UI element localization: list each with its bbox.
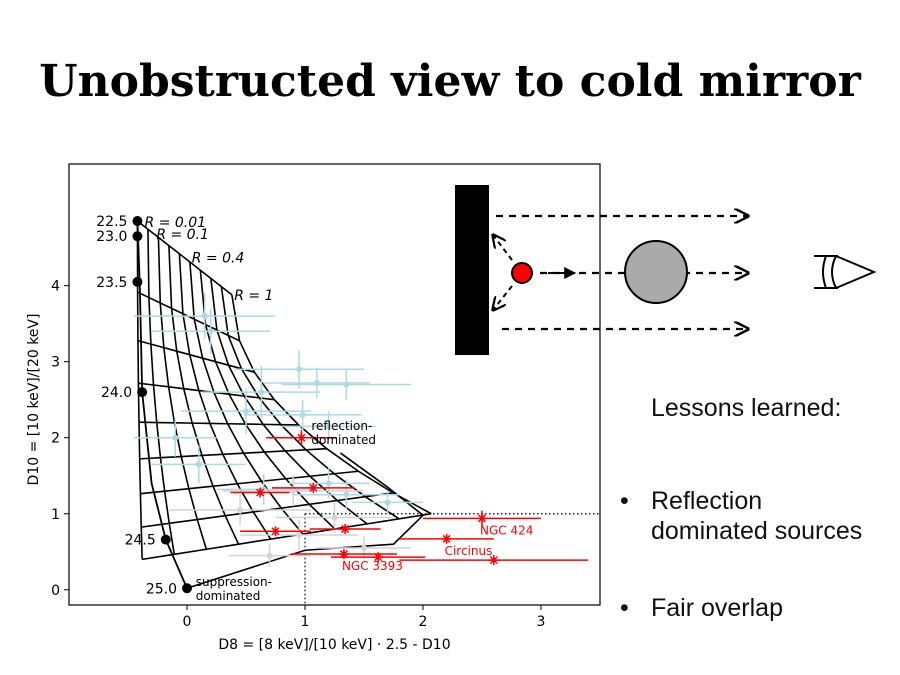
bullet-marker: • (620, 594, 629, 622)
nh-label: 25.0 (146, 581, 177, 597)
slide-title: Unobstructed view to cold mirror (39, 56, 861, 107)
data-point (488, 555, 499, 566)
data-point (290, 487, 297, 494)
data-point (308, 482, 319, 493)
data-point (296, 532, 303, 539)
x-tick-label: 3 (537, 614, 546, 630)
data-point (477, 513, 487, 524)
data-point (296, 366, 303, 373)
bullet-text: Fair overlap (651, 594, 783, 622)
point-label: NGC 3393 (342, 559, 403, 573)
x-tick-label: 2 (419, 614, 428, 630)
data-point (207, 328, 214, 335)
region-label: dominated (311, 433, 376, 447)
plot-frame (68, 163, 601, 606)
data-point (340, 523, 351, 534)
nh-marker (132, 276, 143, 287)
data-point (266, 552, 273, 559)
bullet-marker: • (620, 487, 629, 515)
model-curve (142, 512, 432, 561)
model-curve (138, 421, 299, 426)
r-label: R = 0.4 (192, 251, 245, 267)
nh-marker (160, 534, 171, 545)
nh-marker (132, 231, 143, 242)
nh-label: 23.5 (96, 275, 127, 291)
data-point (243, 408, 249, 415)
data-point (255, 487, 266, 498)
model-curve (137, 339, 255, 373)
x-tick-label: 0 (183, 614, 192, 630)
r-label: R = 0.01 (145, 215, 207, 231)
data-point (237, 506, 244, 513)
x-tick-label: 1 (301, 614, 310, 630)
model-envelope (186, 452, 425, 590)
data-point (172, 434, 179, 441)
nh-label: 22.5 (96, 214, 127, 230)
obscuring-cloud-icon (624, 240, 688, 304)
bullet-text: Reflection dominated sources (651, 487, 863, 545)
y-tick-label: 3 (51, 355, 60, 371)
y-tick-label: 4 (51, 279, 60, 295)
data-point (331, 514, 338, 521)
r-label: R = 1 (234, 288, 273, 304)
data-point (343, 491, 350, 498)
data-point (296, 432, 307, 443)
y-tick-label: 1 (51, 507, 60, 523)
nh-label: 24.5 (125, 533, 156, 549)
eye-icon (814, 254, 877, 290)
data-point (384, 499, 391, 506)
nh-marker (182, 583, 192, 594)
nh-label: 23.0 (96, 229, 127, 245)
nh-marker (132, 216, 143, 227)
data-point (338, 549, 349, 560)
region-label: suppression- (196, 575, 272, 589)
data-point (325, 480, 332, 487)
source-dot-icon (511, 262, 533, 284)
y-axis-label: D10 = [10 keV]/[20 keV] (26, 314, 42, 486)
data-point (299, 411, 306, 418)
data-point (325, 423, 332, 430)
data-point (373, 552, 384, 563)
region-label: dominated (196, 589, 261, 603)
x-axis-label: D8 = [8 keV]/[10 keV] · 2.5 - D10 (218, 637, 450, 653)
data-point (258, 389, 265, 396)
y-tick-label: 2 (51, 431, 60, 447)
data-point (361, 544, 367, 551)
data-point (195, 461, 202, 468)
r-label: R = 0.1 (156, 227, 209, 243)
data-point (343, 381, 350, 388)
model-curve (136, 220, 233, 296)
model-curve (140, 470, 359, 495)
data-point (201, 313, 208, 320)
nh-marker (137, 387, 148, 398)
region-label: reflection- (311, 419, 372, 433)
point-label: Circinus (445, 544, 493, 558)
nh-label: 24.0 (101, 385, 132, 401)
data-point (441, 533, 452, 544)
data-point (270, 526, 281, 537)
point-label: NGC 424 (480, 523, 533, 537)
mirror-wall-icon (455, 185, 489, 355)
reflect-up (493, 235, 513, 261)
lessons-heading: Lessons learned: (651, 394, 842, 422)
reflect-down (493, 285, 513, 310)
model-curve (139, 447, 327, 460)
y-tick-label: 0 (51, 583, 60, 599)
